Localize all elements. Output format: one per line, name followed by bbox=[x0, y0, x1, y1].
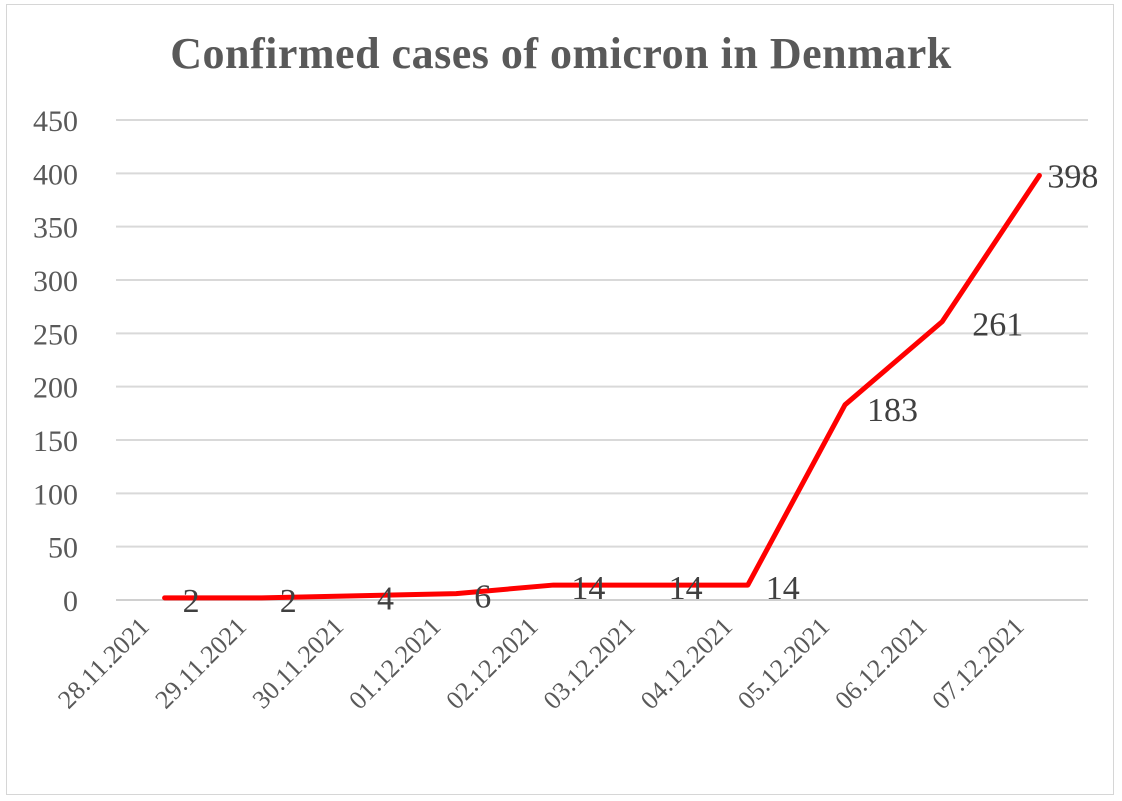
data-label: 183 bbox=[867, 392, 918, 429]
data-label: 14 bbox=[669, 570, 703, 607]
y-tick-label: 300 bbox=[33, 265, 78, 298]
y-tick-label: 200 bbox=[33, 372, 78, 405]
y-tick-label: 400 bbox=[33, 158, 78, 191]
x-tick-label: 28.11.2021 bbox=[52, 612, 155, 715]
x-tick-label: 07.12.2021 bbox=[926, 612, 1029, 715]
x-tick-label: 29.11.2021 bbox=[149, 612, 252, 715]
series-line bbox=[162, 172, 1042, 601]
y-axis: 0 50 100 150 200 250 300 350 400 450 bbox=[33, 105, 78, 618]
y-tick-label: 150 bbox=[33, 425, 78, 458]
gridlines bbox=[116, 119, 1088, 601]
data-label: 4 bbox=[377, 581, 394, 618]
x-axis: 28.11.202129.11.202130.11.202101.12.2021… bbox=[52, 612, 1029, 715]
x-tick-label: 30.11.2021 bbox=[247, 612, 350, 715]
x-tick-label: 05.12.2021 bbox=[732, 612, 835, 715]
y-tick-label: 0 bbox=[63, 585, 78, 618]
y-tick-label: 50 bbox=[48, 532, 78, 565]
y-tick-label: 250 bbox=[33, 318, 78, 351]
data-label: 14 bbox=[766, 570, 800, 607]
chart-frame bbox=[6, 4, 1114, 795]
x-tick-label: 06.12.2021 bbox=[829, 612, 932, 715]
data-labels: 2 2 4 6 14 14 14 183 261 398 bbox=[183, 158, 1099, 619]
x-tick-label: 02.12.2021 bbox=[440, 612, 543, 715]
data-label: 2 bbox=[183, 583, 200, 620]
data-label: 14 bbox=[571, 570, 605, 607]
y-tick-label: 100 bbox=[33, 478, 78, 511]
x-tick-label: 04.12.2021 bbox=[635, 612, 738, 715]
data-label: 6 bbox=[474, 579, 491, 616]
chart-title: Confirmed cases of omicron in Denmark bbox=[170, 29, 952, 78]
x-tick-label: 03.12.2021 bbox=[538, 612, 641, 715]
x-tick-label: 01.12.2021 bbox=[343, 612, 446, 715]
data-label: 398 bbox=[1047, 158, 1098, 195]
data-label: 261 bbox=[972, 307, 1023, 344]
y-tick-label: 350 bbox=[33, 212, 78, 245]
y-tick-label: 450 bbox=[33, 105, 78, 138]
data-label: 2 bbox=[280, 583, 297, 620]
